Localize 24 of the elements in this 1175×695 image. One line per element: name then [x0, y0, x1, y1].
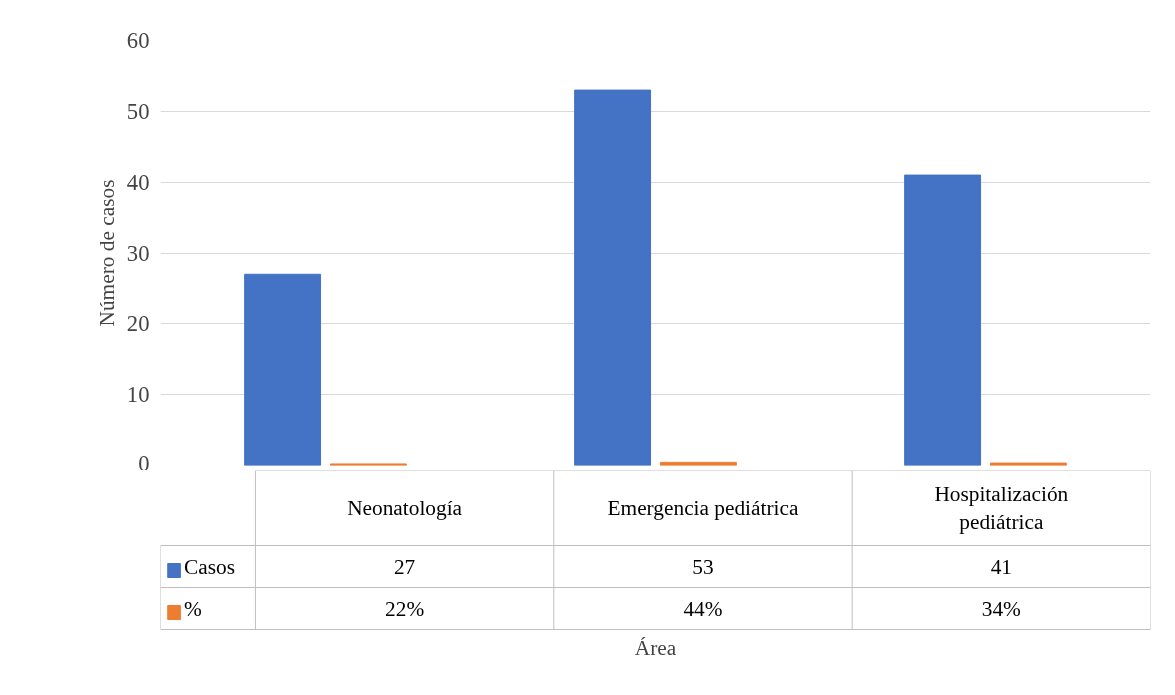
- x-tick-label: Emergencia pediátrica: [607, 496, 799, 520]
- y-tick-label: 0: [138, 450, 150, 476]
- bar: [574, 89, 652, 466]
- x-tick-label: Hospitalización pediátrica: [934, 481, 1069, 535]
- legend-label: %: [184, 596, 203, 621]
- y-tick-label: 60: [126, 28, 150, 53]
- data-label: 53: [692, 554, 714, 579]
- y-tick-label: 20: [126, 311, 150, 337]
- y-tick-label: 50: [126, 98, 150, 124]
- bar: [904, 174, 982, 466]
- bar: [989, 462, 1067, 466]
- y-tick-label: 40: [126, 169, 150, 195]
- bar: [244, 273, 322, 466]
- x-tick-label: Neonatología: [347, 496, 463, 520]
- data-label: 41: [990, 554, 1012, 579]
- legend-label: Casos: [184, 554, 235, 579]
- x-axis-title: Área: [634, 635, 677, 660]
- y-tick-label: 30: [126, 240, 150, 266]
- y-tick-label: 10: [126, 382, 150, 408]
- data-label: 22%: [385, 596, 425, 621]
- data-label: 34%: [981, 596, 1022, 621]
- data-label: 27: [393, 554, 416, 579]
- data-label: 44%: [683, 596, 723, 621]
- y-axis-title: Número de casos: [94, 179, 119, 327]
